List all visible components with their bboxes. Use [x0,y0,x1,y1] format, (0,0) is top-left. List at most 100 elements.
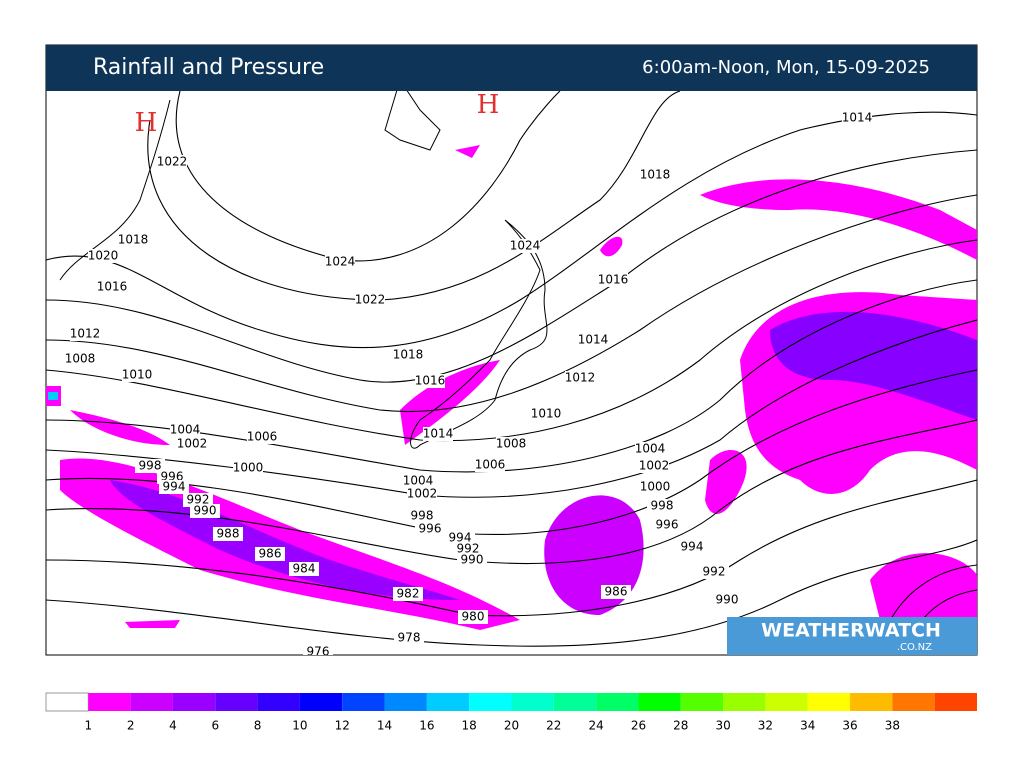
legend-swatch [723,693,766,711]
isobar-label: 980 [462,610,485,624]
legend-swatch [88,693,131,711]
legend-label: 24 [588,719,603,733]
legend-label: 14 [377,719,392,733]
legend-swatch [511,693,554,711]
isobar-labels: H H 1014 1018 1022 1024 1024 1018 1020 1016 1016 10… [65,90,873,659]
isobar-label-bg [423,427,453,441]
isobar-label: 1014 [423,427,454,441]
legend-swatch [469,693,512,711]
isobar-label: 1014 [842,111,873,125]
isobar-label-bg [65,352,95,366]
header-bar [46,45,977,91]
isobar-label: 1010 [122,368,153,382]
isobar-label-bg [88,249,118,263]
legend-label: 4 [169,719,177,733]
isobar-label: 1018 [640,168,671,182]
isobar-label: 992 [703,565,726,579]
isobar-label-bg [639,459,669,473]
isobar-label: 1014 [578,333,609,347]
isobar-label-bg [652,518,682,532]
isobar-label-bg [118,233,148,247]
logo-domain: .CO.NZ [897,642,932,653]
isobar-label-bg [289,562,319,576]
high-marker: H [477,90,500,120]
legend-label: 18 [462,719,477,733]
legend-label: 10 [292,719,307,733]
isobar-label: 1004 [170,423,201,437]
isobar-label: 1010 [531,407,562,421]
isobar-label: 1008 [496,437,527,451]
isobar-label-bg [458,610,488,624]
isobar-label: 1024 [510,239,541,253]
isobar-label-bg [122,368,152,382]
isobar-label-bg [325,255,355,269]
isobar-label: 1022 [355,293,386,307]
isobar-label-bg [496,437,526,451]
legend-label: 30 [715,719,730,733]
isobar-label-bg [445,531,475,545]
isobar-label: 988 [217,527,240,541]
isobar-label-bg [565,371,595,385]
legend-swatch [807,693,851,711]
isobar-label-bg [699,565,729,579]
legend-swatch [680,693,724,711]
legend-swatch [892,693,935,711]
time: 6:00am-Noon, Mon, 15-09-2025 [642,57,930,78]
isobar-label-bg [70,327,100,341]
logo-name: WEATHERWATCH [761,620,941,642]
isobar-label-bg [394,631,424,645]
isobar-label: 1024 [325,255,356,269]
isobar-label-bg [159,480,189,494]
legend-label: 36 [842,719,857,733]
legend-swatch [215,693,258,711]
isobar-label: 994 [449,531,472,545]
isobar-label: 1016 [415,374,446,388]
isobar-label: 996 [419,522,442,536]
high-marker: H [135,108,158,138]
isobar-label: 1000 [640,480,671,494]
legend-label: 8 [254,719,262,733]
isobar-label-bg [403,474,433,488]
legend-swatch [342,693,385,711]
isobar-label: 1016 [598,273,629,287]
isobar-label-bg [157,155,187,169]
isobar-label: 976 [307,645,330,659]
isobar-label: 998 [651,499,674,513]
legend-swatch [850,693,893,711]
legend-label: 26 [631,719,646,733]
isobar-label-bg [635,442,665,456]
legend-label: 38 [885,719,900,733]
isobar-label-bg [647,499,677,513]
isobar-label-bg [475,458,505,472]
isobar-label-bg [531,407,561,421]
isobar-label-bg [415,374,445,388]
legend-swatch [596,693,639,711]
isobar-label: 982 [397,587,420,601]
map-area: WEATHERWATCH .CO.NZ H H 1014 1018 1022 1024 10… [46,90,977,659]
legend-label: 12 [335,719,350,733]
isobar-label-bg [601,585,631,599]
isobar-label: 990 [194,504,217,518]
isobar-label: 978 [398,631,421,645]
legend-label: 16 [419,719,434,733]
legend-swatch [426,693,470,711]
legend: 1 2 4 6 8 10 12 14 16 18 20 22 24 26 28 30 32 34 36 38 [45,692,977,733]
isobar-label-bg [578,333,608,347]
legend-swatch [172,693,216,711]
isobar-label: 1002 [639,459,670,473]
isobar-label: 1018 [118,233,149,247]
legend-swatch [934,693,977,711]
isobar-label: 994 [681,540,704,554]
isobar-label-bg [355,293,385,307]
coastline [59,91,548,449]
isobar-label-bg [598,273,628,287]
isobar-label: 1006 [247,430,278,444]
isobar-label-bg [640,168,670,182]
isobar-label: 1022 [157,155,188,169]
isobar-label: 986 [259,547,282,561]
legend-label: 32 [758,719,773,733]
isobar-label: 992 [457,542,480,556]
isobar-label: 1004 [403,474,434,488]
